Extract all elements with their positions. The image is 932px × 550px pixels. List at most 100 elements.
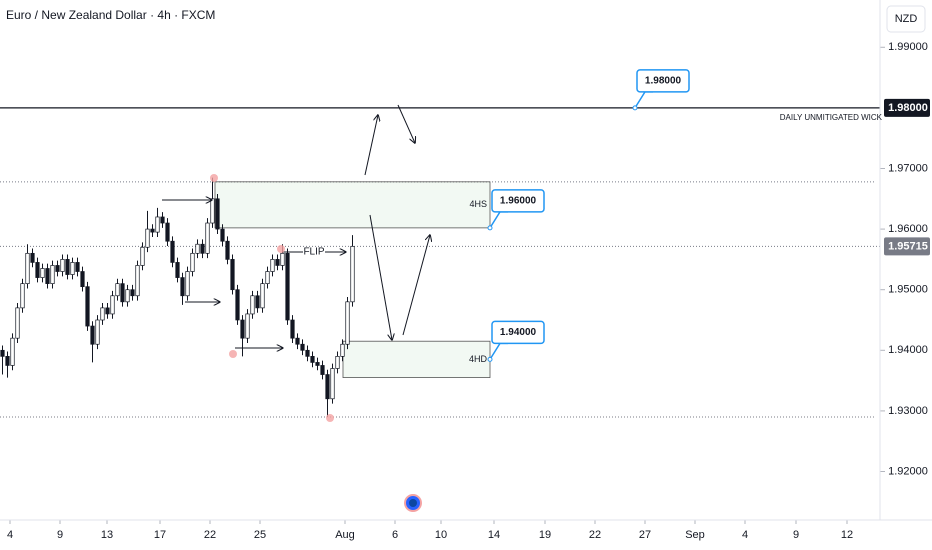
candle-body [315,362,320,366]
candle-body [25,252,30,284]
y-tick-label: 1.96000 [888,223,928,235]
x-tick-label: 14 [488,529,500,541]
currency[interactable]: NZD [895,13,918,25]
candle-body [95,319,100,345]
zone [214,181,491,229]
x-tick-label: 13 [101,529,113,541]
y-tick-label: 1.93000 [888,405,928,417]
pivot [326,414,334,422]
x-tick-label: 9 [793,529,799,541]
arrow [364,115,378,176]
pivot-markers [210,174,334,422]
candle-body [340,343,345,357]
level-tag [884,98,930,117]
arrow [402,235,430,336]
callout-anchor [487,225,493,231]
candle-body [310,356,315,363]
y-tick-label: 1.97000 [888,162,928,174]
candle-body [245,313,250,339]
x-tick-label: 12 [841,529,853,541]
candle-body [260,283,265,309]
candle-body [305,349,310,357]
candle-body [205,222,210,254]
y-tick-label: 1.95000 [888,284,928,296]
x-tick-label: 25 [254,529,266,541]
level-note: DAILY UNMITIGATED WICK [780,113,883,122]
last-price-label: 1.95715 [888,240,928,252]
zone-label: 4HS [469,199,487,209]
callout-box [491,320,545,345]
candle-body [345,301,350,345]
arrow [369,214,392,340]
x-tick-label: 6 [392,529,398,541]
x-tick-label: 4 [742,529,748,541]
x-tick-label: Sep [685,529,705,541]
candle-body [175,262,180,278]
candle-body [265,271,270,284]
y-tick-label: 1.94000 [888,344,928,356]
candle-body [75,262,80,272]
candle-body [130,289,135,297]
candle-body [190,252,195,272]
candle-body [115,283,120,297]
candle-body [125,289,130,303]
y-tick-label: 1.99000 [888,41,928,53]
flip-label: FLIP [303,247,324,258]
candle-body [235,289,240,321]
candle-body [325,374,330,400]
x-tick-label: 4 [7,529,13,541]
candle-body [35,262,40,278]
candle-body [60,259,65,272]
candle-body [295,337,300,345]
candle-body [20,283,25,309]
candle-body [285,252,290,321]
candle-body [140,246,145,266]
candle-body [15,307,20,339]
candle-body [105,307,110,315]
candle-body [5,356,10,366]
candle-body [300,343,305,351]
pivot [229,350,237,358]
candle-body [0,349,5,357]
candle-body [160,216,165,224]
currency-box[interactable] [886,5,926,33]
x-tick-label: Aug [335,529,355,541]
candle-body [335,356,340,369]
level-tag-label: 1.98000 [888,102,928,114]
callout-label: 1.94000 [500,327,537,338]
candle-body [165,222,170,242]
candle-body [230,259,235,291]
candle-body [195,243,200,254]
callout-box [636,69,690,93]
candle-body [225,240,230,260]
x-tick-label: 19 [539,529,551,541]
candle-body [40,268,45,278]
callout-anchor [487,356,493,362]
chart-title: Euro / New Zealand Dollar · 4h · FXCM [6,8,215,22]
candle-body [210,198,215,224]
candle-body [255,295,260,309]
candle-body [240,319,245,339]
candle-body [145,228,150,248]
last-price-tag [884,237,930,256]
pivot [277,245,285,253]
candle-body [45,268,50,284]
annotations [162,104,430,348]
candle-body [80,271,85,288]
candle-body [250,295,255,315]
candle-body [110,295,115,315]
callout-pointer [489,342,508,360]
x-tick-label: 22 [204,529,216,541]
candle-body [270,259,275,272]
zone [342,340,491,378]
callout-label: 1.98000 [645,76,682,87]
candle-body [10,337,15,366]
candle-body [320,365,325,375]
candle-body [215,198,220,230]
candle-body [180,277,185,297]
callout-label: 1.96000 [500,196,537,207]
candle-body [200,243,205,254]
y-tick-label: 1.92000 [888,465,928,477]
candle-body [90,325,95,345]
x-tick-label: 10 [435,529,447,541]
